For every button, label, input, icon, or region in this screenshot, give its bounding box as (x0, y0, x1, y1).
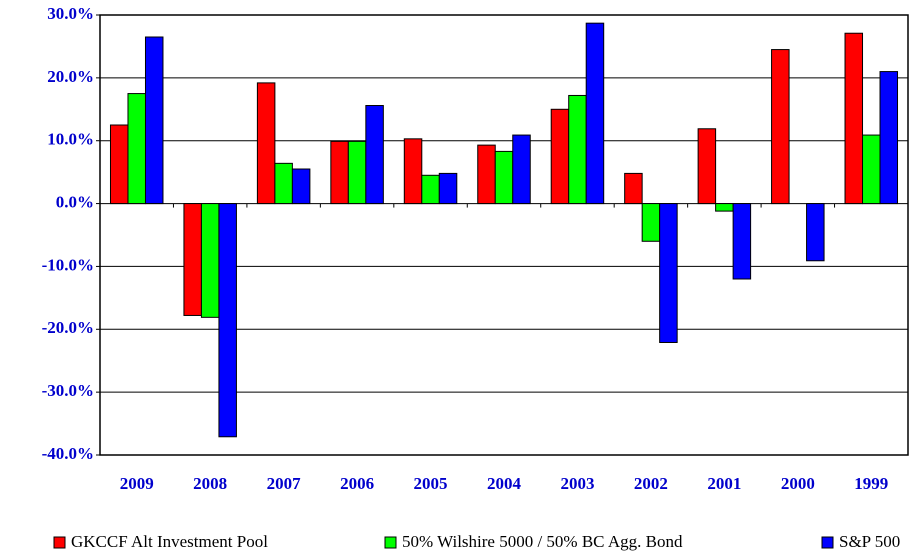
x-tick-label: 2007 (267, 474, 302, 493)
bar (550, 108, 570, 205)
y-tick-label: -10.0% (42, 255, 94, 274)
bar (144, 36, 164, 205)
y-tick-label: 10.0% (47, 130, 94, 149)
x-tick-label: 2002 (634, 474, 668, 493)
plot-frame (99, 14, 909, 456)
legend-swatch (53, 536, 66, 549)
bar (477, 144, 496, 205)
bar (330, 140, 349, 205)
bar (862, 134, 881, 205)
bar (183, 203, 202, 316)
legend-swatch (384, 536, 397, 549)
bar (715, 203, 734, 212)
legend-label: S&P 500 (839, 532, 900, 551)
bar (109, 124, 129, 205)
y-tick-label: 0.0% (56, 192, 94, 211)
bar (274, 162, 293, 205)
y-tick-label: -40.0% (42, 444, 94, 463)
bar (624, 172, 643, 205)
bar (844, 32, 864, 205)
bar (585, 22, 605, 205)
x-tick-label: 2009 (120, 474, 154, 493)
x-tick-label: 2003 (560, 474, 594, 493)
bar (659, 203, 678, 343)
bar (218, 203, 237, 438)
bar (697, 128, 717, 205)
bar (641, 203, 661, 242)
bar (291, 168, 311, 205)
x-tick-label: 2008 (193, 474, 227, 493)
bar (421, 174, 440, 205)
bar (806, 203, 825, 262)
y-tick-label: 20.0% (47, 67, 94, 86)
bar (256, 82, 276, 205)
x-tick-label: 2000 (781, 474, 815, 493)
legend-label: 50% Wilshire 5000 / 50% BC Agg. Bond (402, 532, 683, 551)
bar (512, 134, 531, 205)
x-tick-label: 2004 (487, 474, 522, 493)
bar (403, 138, 423, 205)
y-tick-label: -20.0% (42, 318, 94, 337)
bar (494, 150, 514, 205)
x-tick-label: 2006 (340, 474, 374, 493)
bar (365, 105, 384, 205)
bar (127, 93, 146, 205)
bar (732, 203, 752, 280)
bar (568, 94, 587, 205)
bar (438, 172, 458, 205)
legend-swatch (821, 536, 834, 549)
x-tick-label: 1999 (854, 474, 888, 493)
bar (347, 140, 367, 205)
y-tick-label: -30.0% (42, 381, 94, 400)
x-tick-label: 2001 (707, 474, 741, 493)
bar (771, 49, 790, 205)
legend-label: GKCCF Alt Investment Pool (71, 532, 268, 551)
bar (879, 71, 899, 205)
bar (200, 203, 220, 318)
x-tick-label: 2005 (414, 474, 448, 493)
y-tick-label: 30.0% (47, 4, 94, 23)
